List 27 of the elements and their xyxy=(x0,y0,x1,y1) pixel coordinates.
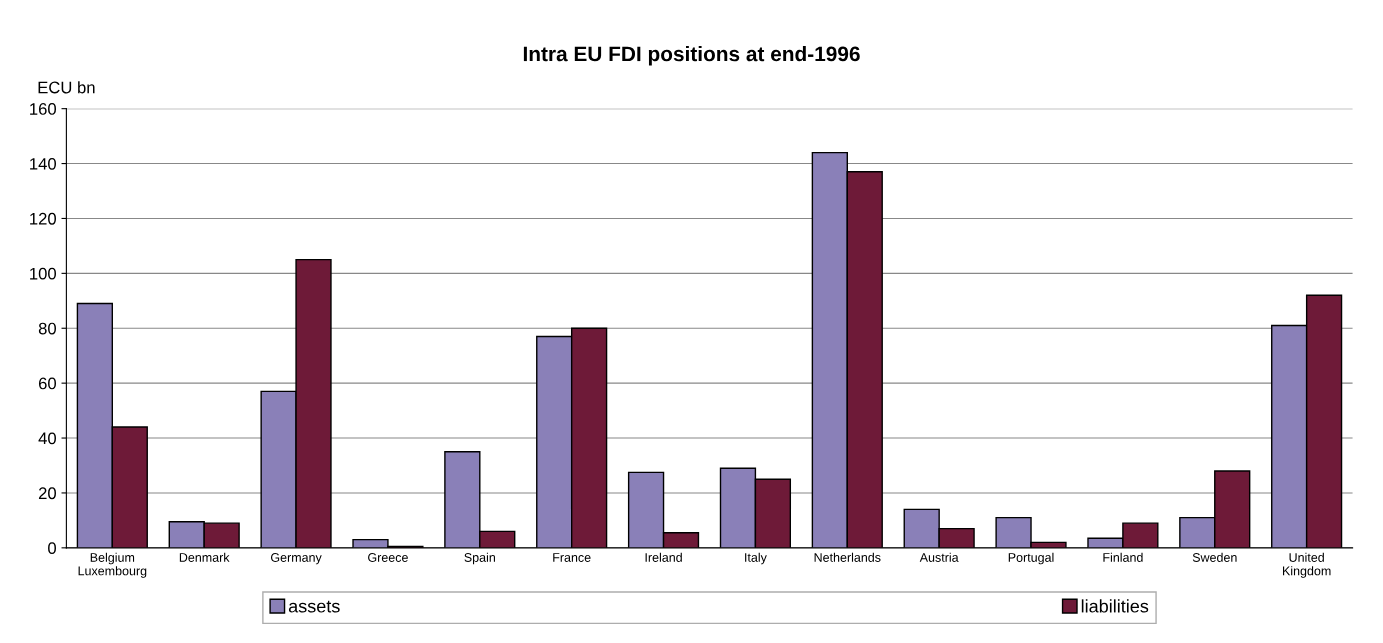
x-tick-label: Sweden xyxy=(1192,552,1237,562)
x-tick-label: Belgium Luxembourg xyxy=(78,552,147,578)
x-tick-label: Greece xyxy=(368,553,408,562)
x-tick-label: France xyxy=(553,553,591,562)
x-tick-label: Finland xyxy=(1103,552,1143,562)
x-tick-label: United Kingdom xyxy=(1283,552,1331,578)
y-tick-label: 0 xyxy=(48,542,57,555)
x-tick-label: Germany xyxy=(270,553,322,565)
y-tick-label: 140 xyxy=(30,157,57,170)
x-tick-label: Ireland xyxy=(645,552,682,562)
y-axis-title: ECU bn xyxy=(38,81,95,94)
x-tick-label: Italy xyxy=(745,552,767,565)
x-tick-label: Netherlands xyxy=(814,552,881,562)
legend-label: liabilities xyxy=(1081,599,1149,613)
chart-title: Intra EU FDI positions at end-1996 xyxy=(523,45,860,66)
y-tick-label: 80 xyxy=(38,322,57,335)
y-tick-label: 100 xyxy=(30,267,57,280)
legend-label: assets xyxy=(288,600,340,613)
y-tick-label: 20 xyxy=(38,487,57,500)
y-tick-label: 160 xyxy=(30,103,57,115)
y-tick-label: 120 xyxy=(30,212,57,225)
x-tick-label: Denmark xyxy=(179,552,230,562)
x-tick-label: Austria xyxy=(919,552,959,562)
y-tick-label: 60 xyxy=(38,377,57,390)
y-tick-label: 40 xyxy=(38,432,57,445)
x-tick-label: Portugal xyxy=(1008,552,1054,565)
x-tick-label: Spain xyxy=(464,552,495,565)
